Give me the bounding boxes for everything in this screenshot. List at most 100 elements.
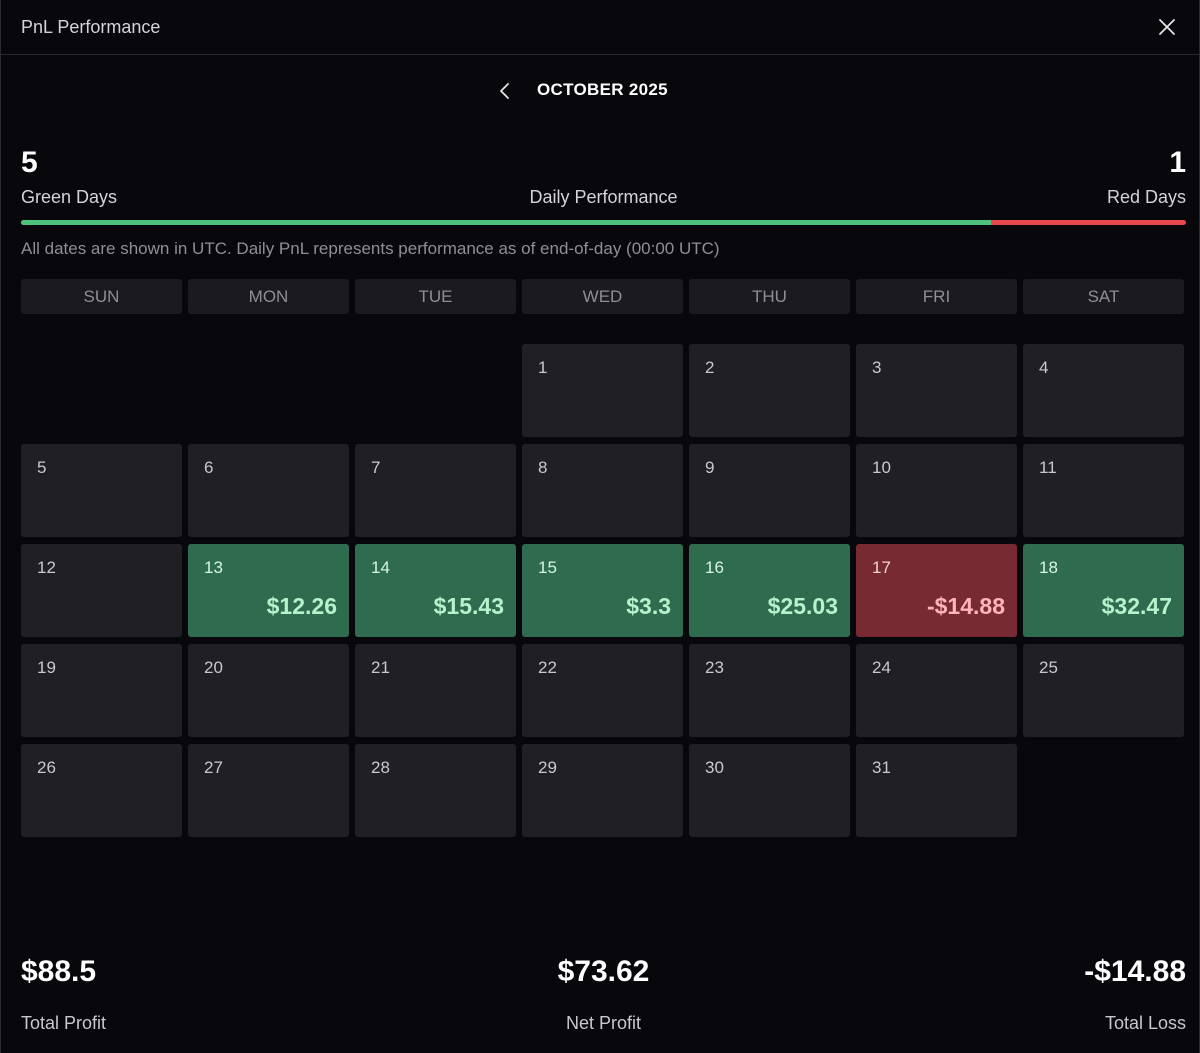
day-number: 9 bbox=[705, 458, 715, 477]
calendar-day-12[interactable]: 12 bbox=[21, 544, 182, 637]
day-number: 23 bbox=[705, 658, 724, 677]
calendar-day-2[interactable]: 2 bbox=[689, 344, 850, 437]
calendar-day-4[interactable]: 4 bbox=[1023, 344, 1184, 437]
day-number: 22 bbox=[538, 658, 557, 677]
day-number: 14 bbox=[371, 558, 390, 577]
calendar-day-17[interactable]: 17 -$14.88 bbox=[856, 544, 1017, 637]
red-days-count: 1 bbox=[1169, 146, 1186, 179]
calendar-day-25[interactable]: 25 bbox=[1023, 644, 1184, 737]
weekday-fri: FRI bbox=[856, 279, 1017, 314]
calendar-day-9[interactable]: 9 bbox=[689, 444, 850, 537]
calendar-day-27[interactable]: 27 bbox=[188, 744, 349, 837]
day-number: 2 bbox=[705, 358, 715, 377]
day-number: 31 bbox=[872, 758, 891, 777]
day-number: 18 bbox=[1039, 558, 1058, 577]
calendar-day-14[interactable]: 14 $15.43 bbox=[355, 544, 516, 637]
calendar-day-10[interactable]: 10 bbox=[856, 444, 1017, 537]
day-number: 12 bbox=[37, 558, 56, 577]
red-days-label: Red Days bbox=[1106, 187, 1186, 207]
day-stats: 5 Green Days Daily Performance 1 Red Day… bbox=[21, 146, 1186, 216]
close-icon bbox=[1159, 19, 1175, 35]
net-profit-value: $73.62 bbox=[557, 955, 650, 988]
green-days-count: 5 bbox=[21, 146, 38, 179]
calendar-day-16[interactable]: 16 $25.03 bbox=[689, 544, 850, 637]
day-pnl-value: $25.03 bbox=[767, 593, 838, 619]
previous-month-button[interactable] bbox=[493, 79, 517, 103]
net-profit-label: Net Profit bbox=[565, 1013, 642, 1033]
calendar-day-19[interactable]: 19 bbox=[21, 644, 182, 737]
calendar-day-30[interactable]: 30 bbox=[689, 744, 850, 837]
calendar-day-13[interactable]: 13 $12.26 bbox=[188, 544, 349, 637]
weekday-header: SUN MON TUE WED THU FRI SAT bbox=[21, 279, 1186, 314]
calendar-day-7[interactable]: 7 bbox=[355, 444, 516, 537]
day-number: 4 bbox=[1039, 358, 1049, 377]
total-profit-label: Total Profit bbox=[21, 1013, 107, 1033]
day-number: 11 bbox=[1039, 458, 1057, 477]
calendar-day-28[interactable]: 28 bbox=[355, 744, 516, 837]
day-number: 8 bbox=[538, 458, 548, 477]
day-number: 13 bbox=[204, 558, 223, 577]
calendar-grid: 1 2 3 4 5 6 7 8 9 10 11 12 13 $12.26 14 $15.43 15 $3.3 16 $… bbox=[21, 344, 1186, 837]
day-number: 16 bbox=[705, 558, 724, 577]
modal-header: PnL Performance bbox=[1, 0, 1199, 55]
weekday-mon: MON bbox=[188, 279, 349, 314]
total-profit-value: $88.5 bbox=[21, 955, 97, 988]
weekday-tue: TUE bbox=[355, 279, 516, 314]
day-number: 20 bbox=[204, 658, 223, 677]
calendar-day-31[interactable]: 31 bbox=[856, 744, 1017, 837]
pnl-summary: $88.5 Total Profit $73.62 Net Profit -$1… bbox=[21, 955, 1186, 1045]
calendar-day-15[interactable]: 15 $3.3 bbox=[522, 544, 683, 637]
calendar-day-20[interactable]: 20 bbox=[188, 644, 349, 737]
weekday-sat: SAT bbox=[1023, 279, 1184, 314]
day-number: 6 bbox=[204, 458, 214, 477]
calendar-day-22[interactable]: 22 bbox=[522, 644, 683, 737]
day-pnl-value: $12.26 bbox=[266, 593, 337, 619]
calendar-blank bbox=[21, 344, 182, 437]
day-number: 5 bbox=[37, 458, 47, 477]
day-number: 1 bbox=[538, 358, 548, 377]
calendar-day-3[interactable]: 3 bbox=[856, 344, 1017, 437]
weekday-wed: WED bbox=[522, 279, 683, 314]
day-pnl-value: $32.47 bbox=[1101, 593, 1172, 619]
day-number: 27 bbox=[204, 758, 223, 777]
calendar-day-8[interactable]: 8 bbox=[522, 444, 683, 537]
weekday-sun: SUN bbox=[21, 279, 182, 314]
day-number: 3 bbox=[872, 358, 882, 377]
calendar-day-11[interactable]: 11 bbox=[1023, 444, 1184, 537]
calendar-day-24[interactable]: 24 bbox=[856, 644, 1017, 737]
calendar-day-18[interactable]: 18 $32.47 bbox=[1023, 544, 1184, 637]
calendar-day-21[interactable]: 21 bbox=[355, 644, 516, 737]
day-number: 10 bbox=[872, 458, 891, 477]
day-number: 29 bbox=[538, 758, 557, 777]
daily-performance-label: Daily Performance bbox=[529, 187, 678, 207]
chevron-left-icon bbox=[500, 83, 509, 99]
utc-note: All dates are shown in UTC. Daily PnL re… bbox=[21, 239, 720, 258]
day-number: 19 bbox=[37, 658, 56, 677]
day-number: 28 bbox=[371, 758, 390, 777]
day-number: 7 bbox=[371, 458, 381, 477]
calendar-day-26[interactable]: 26 bbox=[21, 744, 182, 837]
day-number: 17 bbox=[872, 558, 891, 577]
green-days-label: Green Days bbox=[21, 187, 118, 207]
day-pnl-value: $15.43 bbox=[433, 593, 504, 619]
day-pnl-value: $3.3 bbox=[626, 593, 671, 619]
month-label: OCTOBER 2025 bbox=[537, 80, 668, 99]
day-number: 25 bbox=[1039, 658, 1058, 677]
calendar-day-29[interactable]: 29 bbox=[522, 744, 683, 837]
close-button[interactable] bbox=[1155, 15, 1179, 39]
calendar-day-6[interactable]: 6 bbox=[188, 444, 349, 537]
day-number: 15 bbox=[538, 558, 557, 577]
total-loss-value: -$14.88 bbox=[1084, 955, 1186, 988]
calendar-blank bbox=[188, 344, 349, 437]
day-pnl-value: -$14.88 bbox=[926, 593, 1005, 619]
calendar-day-1[interactable]: 1 bbox=[522, 344, 683, 437]
calendar-day-5[interactable]: 5 bbox=[21, 444, 182, 537]
modal-title: PnL Performance bbox=[21, 16, 161, 37]
calendar-day-23[interactable]: 23 bbox=[689, 644, 850, 737]
day-number: 26 bbox=[37, 758, 56, 777]
weekday-thu: THU bbox=[689, 279, 850, 314]
day-number: 21 bbox=[371, 658, 390, 677]
performance-bar bbox=[21, 220, 1186, 225]
total-loss-label: Total Loss bbox=[1104, 1013, 1186, 1033]
calendar-blank bbox=[355, 344, 516, 437]
